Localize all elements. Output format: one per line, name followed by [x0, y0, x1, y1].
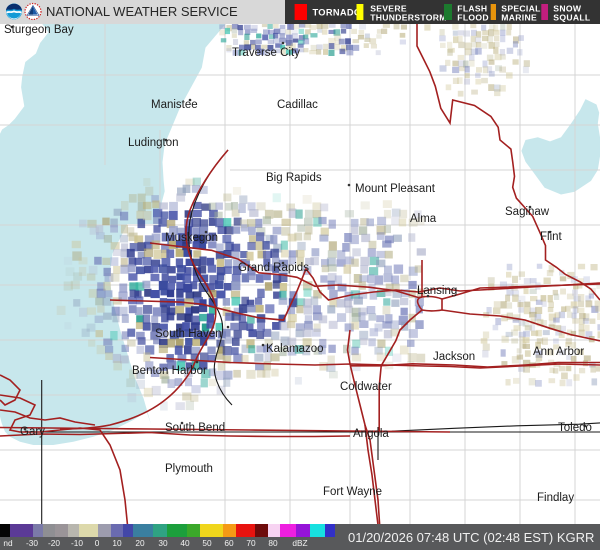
svg-text:THUNDERSTORM: THUNDERSTORM	[370, 12, 447, 22]
svg-text:MARINE: MARINE	[501, 12, 537, 22]
svg-text:70: 70	[246, 538, 256, 548]
svg-text:-10: -10	[71, 538, 83, 548]
svg-text:Muskegon: Muskegon	[165, 232, 218, 244]
svg-text:Coldwater: Coldwater	[340, 381, 392, 393]
svg-text:60: 60	[224, 538, 234, 548]
svg-text:30: 30	[158, 538, 168, 548]
svg-text:Plymouth: Plymouth	[165, 463, 213, 475]
svg-text:Kalamazoo: Kalamazoo	[266, 343, 324, 355]
svg-text:South Bend: South Bend	[165, 422, 225, 434]
svg-text:Traverse City: Traverse City	[232, 47, 300, 59]
svg-text:Alma: Alma	[410, 213, 437, 225]
svg-text:Lansing: Lansing	[417, 285, 457, 297]
svg-text:Jackson: Jackson	[433, 351, 475, 363]
svg-text:Flint: Flint	[540, 231, 563, 243]
svg-text:South Haven: South Haven	[155, 328, 222, 340]
svg-text:Mount Pleasant: Mount Pleasant	[355, 183, 436, 195]
svg-text:FLOOD: FLOOD	[457, 12, 489, 22]
svg-text:nd: nd	[3, 538, 13, 548]
svg-text:Cadillac: Cadillac	[277, 99, 318, 111]
svg-text:TORNADO: TORNADO	[313, 8, 362, 18]
svg-text:Big Rapids: Big Rapids	[266, 172, 322, 184]
svg-text:10: 10	[112, 538, 122, 548]
svg-text:0: 0	[95, 538, 100, 548]
svg-text:Benton Harbor: Benton Harbor	[132, 365, 207, 377]
svg-text:Grand Rapids: Grand Rapids	[238, 262, 309, 274]
svg-text:Angola: Angola	[353, 428, 389, 440]
svg-text:Manistee: Manistee	[151, 99, 198, 111]
svg-text:Gary: Gary	[20, 426, 45, 438]
svg-text:Toledo: Toledo	[558, 422, 592, 434]
svg-text:20: 20	[135, 538, 145, 548]
svg-text:-30: -30	[26, 538, 38, 548]
svg-text:SQUALL: SQUALL	[553, 12, 590, 22]
svg-text:Findlay: Findlay	[537, 492, 574, 504]
svg-text:Ludington: Ludington	[128, 137, 179, 149]
svg-text:40: 40	[180, 538, 190, 548]
svg-text:Ann Arbor: Ann Arbor	[533, 346, 584, 358]
svg-text:dBZ: dBZ	[292, 538, 307, 548]
svg-text:Fort Wayne: Fort Wayne	[323, 486, 382, 498]
svg-text:Sturgeon Bay: Sturgeon Bay	[4, 24, 74, 36]
svg-text:50: 50	[202, 538, 212, 548]
svg-text:NATIONAL WEATHER SERVICE: NATIONAL WEATHER SERVICE	[46, 4, 238, 19]
svg-text:Saginaw: Saginaw	[505, 206, 550, 218]
svg-text:80: 80	[268, 538, 278, 548]
svg-text:-20: -20	[48, 538, 60, 548]
